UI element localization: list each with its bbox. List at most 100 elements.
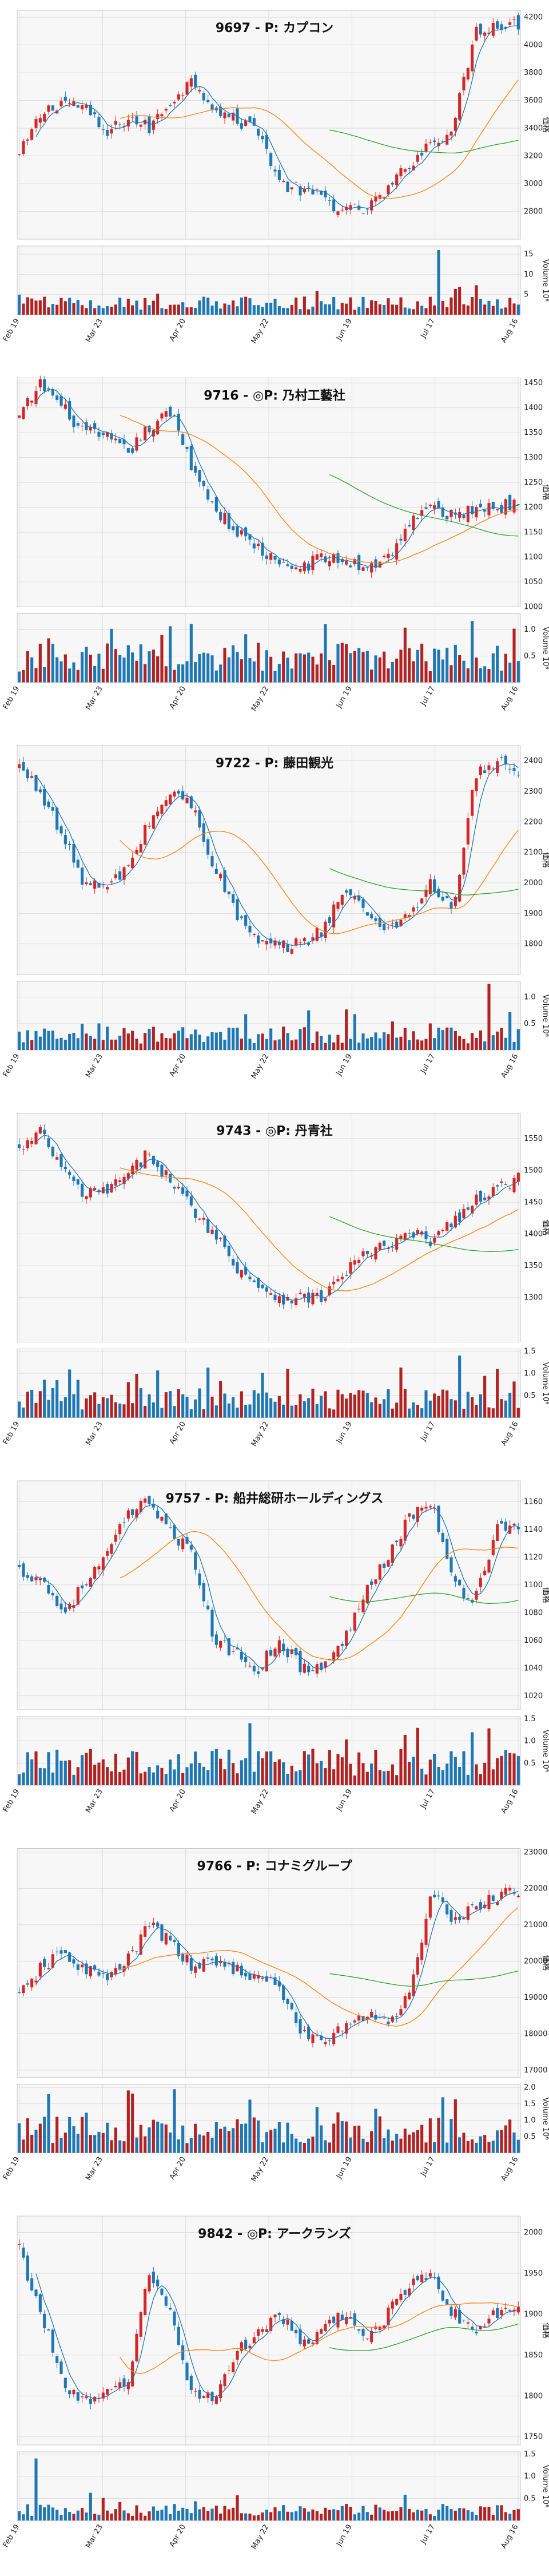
- volume-bars: [18, 1356, 520, 1418]
- candle-body: [424, 507, 428, 509]
- candle-body: [441, 507, 444, 517]
- volume-bar: [504, 1750, 507, 1785]
- volume-bar: [156, 294, 160, 315]
- candle-body: [345, 207, 348, 211]
- volume-bar: [365, 651, 369, 683]
- candle-body: [185, 1190, 189, 1196]
- candle-body: [198, 1218, 201, 1220]
- y-tick-label: 1050: [524, 578, 543, 586]
- candle-body: [126, 1953, 130, 1966]
- candle-body: [131, 2361, 134, 2387]
- y-tick-label: 2000: [524, 879, 543, 887]
- candle-body: [85, 1196, 88, 1199]
- candle-body: [144, 2289, 147, 2316]
- volume-bar: [508, 1753, 512, 1785]
- candle-body: [328, 561, 331, 566]
- volume-bar: [152, 2119, 155, 2153]
- candle-body: [479, 1902, 482, 1909]
- candle-body: [18, 154, 21, 156]
- candle-body: [345, 561, 348, 565]
- candle-body: [399, 538, 403, 541]
- volume-bar: [491, 306, 495, 315]
- volume-bar: [399, 297, 403, 315]
- volume-bar: [357, 1390, 361, 1418]
- candle-body: [420, 152, 424, 156]
- volume-bar: [232, 645, 235, 683]
- candle-body: [445, 1904, 449, 1915]
- candle-body: [248, 2345, 252, 2348]
- candle-body: [336, 211, 340, 216]
- volume-bar: [332, 2123, 336, 2153]
- x-tick-label: Apr 20: [168, 318, 188, 343]
- candle-body: [475, 1194, 478, 1205]
- volume-bar: [18, 2511, 21, 2520]
- candle-body: [81, 2396, 84, 2397]
- candle-body: [353, 559, 356, 565]
- volume-bar: [282, 307, 285, 315]
- candle-body: [252, 118, 256, 126]
- candle-body: [424, 1231, 428, 1239]
- candle-body: [500, 1181, 503, 1183]
- candle-body: [194, 1966, 197, 1973]
- volume-bar: [240, 2123, 243, 2153]
- volume-tick-label: 1.5: [524, 1715, 536, 1723]
- volume-bar: [156, 656, 160, 683]
- y-tick-label: 1950: [524, 2269, 543, 2278]
- candle-body: [420, 2274, 424, 2282]
- candle-body: [85, 2396, 88, 2399]
- volume-bar: [365, 1038, 369, 1050]
- volume-bar: [144, 1405, 147, 1418]
- volume-bar: [232, 1397, 235, 1418]
- volume-bar: [273, 671, 277, 683]
- ma-long-line: [329, 868, 519, 895]
- candle-body: [361, 1599, 365, 1612]
- y-tick-label: 19000: [524, 1994, 547, 2002]
- volume-bar: [295, 2511, 298, 2520]
- volume-bar: [240, 1760, 243, 1785]
- candle-body: [420, 898, 424, 903]
- candle-body: [139, 1500, 142, 1512]
- volume-bar: [156, 1041, 160, 1050]
- candle-body: [160, 413, 164, 419]
- candle-body: [43, 2313, 46, 2328]
- volume-bar: [445, 307, 449, 315]
- volume-bar: [458, 1036, 462, 1050]
- volume-bar: [122, 2510, 126, 2520]
- candle-body: [299, 2019, 302, 2034]
- candle-body: [101, 1557, 105, 1571]
- volume-bar: [18, 1031, 21, 1050]
- volume-bar: [370, 300, 373, 315]
- candle-body: [345, 1274, 348, 1276]
- volume-bar: [399, 1036, 403, 1050]
- candle-body: [97, 431, 101, 437]
- candle-body: [487, 1559, 491, 1573]
- candle-body: [512, 1178, 516, 1192]
- candle-body: [383, 1563, 386, 1568]
- candle-body: [144, 120, 147, 125]
- volume-bar: [403, 1389, 407, 1418]
- x-tick-label: Jun 19: [335, 1420, 354, 1445]
- volume-bar: [370, 1402, 373, 1418]
- y-tick-label: 20000: [524, 1957, 547, 1965]
- volume-bar: [428, 2118, 432, 2153]
- volume-bar: [311, 1749, 315, 1785]
- volume-bar: [324, 1391, 327, 1418]
- candle-body: [500, 1891, 503, 1899]
- ma-short-line: [35, 25, 519, 209]
- volume-bar: [261, 2142, 264, 2153]
- volume-bar: [93, 1392, 97, 1418]
- candle-body: [34, 1132, 38, 1145]
- volume-bar: [89, 2492, 92, 2520]
- volume-bar: [412, 661, 415, 683]
- volume-bar: [97, 2131, 101, 2153]
- volume-bar: [26, 1392, 29, 1418]
- candle-body: [273, 940, 277, 946]
- volume-bar: [110, 2513, 113, 2520]
- x-tick-label: May 22: [250, 1053, 271, 1081]
- candle-body: [160, 1516, 164, 1521]
- volume-bars: [18, 984, 520, 1050]
- volume-bar: [445, 1390, 449, 1418]
- x-tick-label: Mar 23: [84, 685, 105, 712]
- candle-body: [252, 2337, 256, 2344]
- volume-bar: [491, 2515, 495, 2520]
